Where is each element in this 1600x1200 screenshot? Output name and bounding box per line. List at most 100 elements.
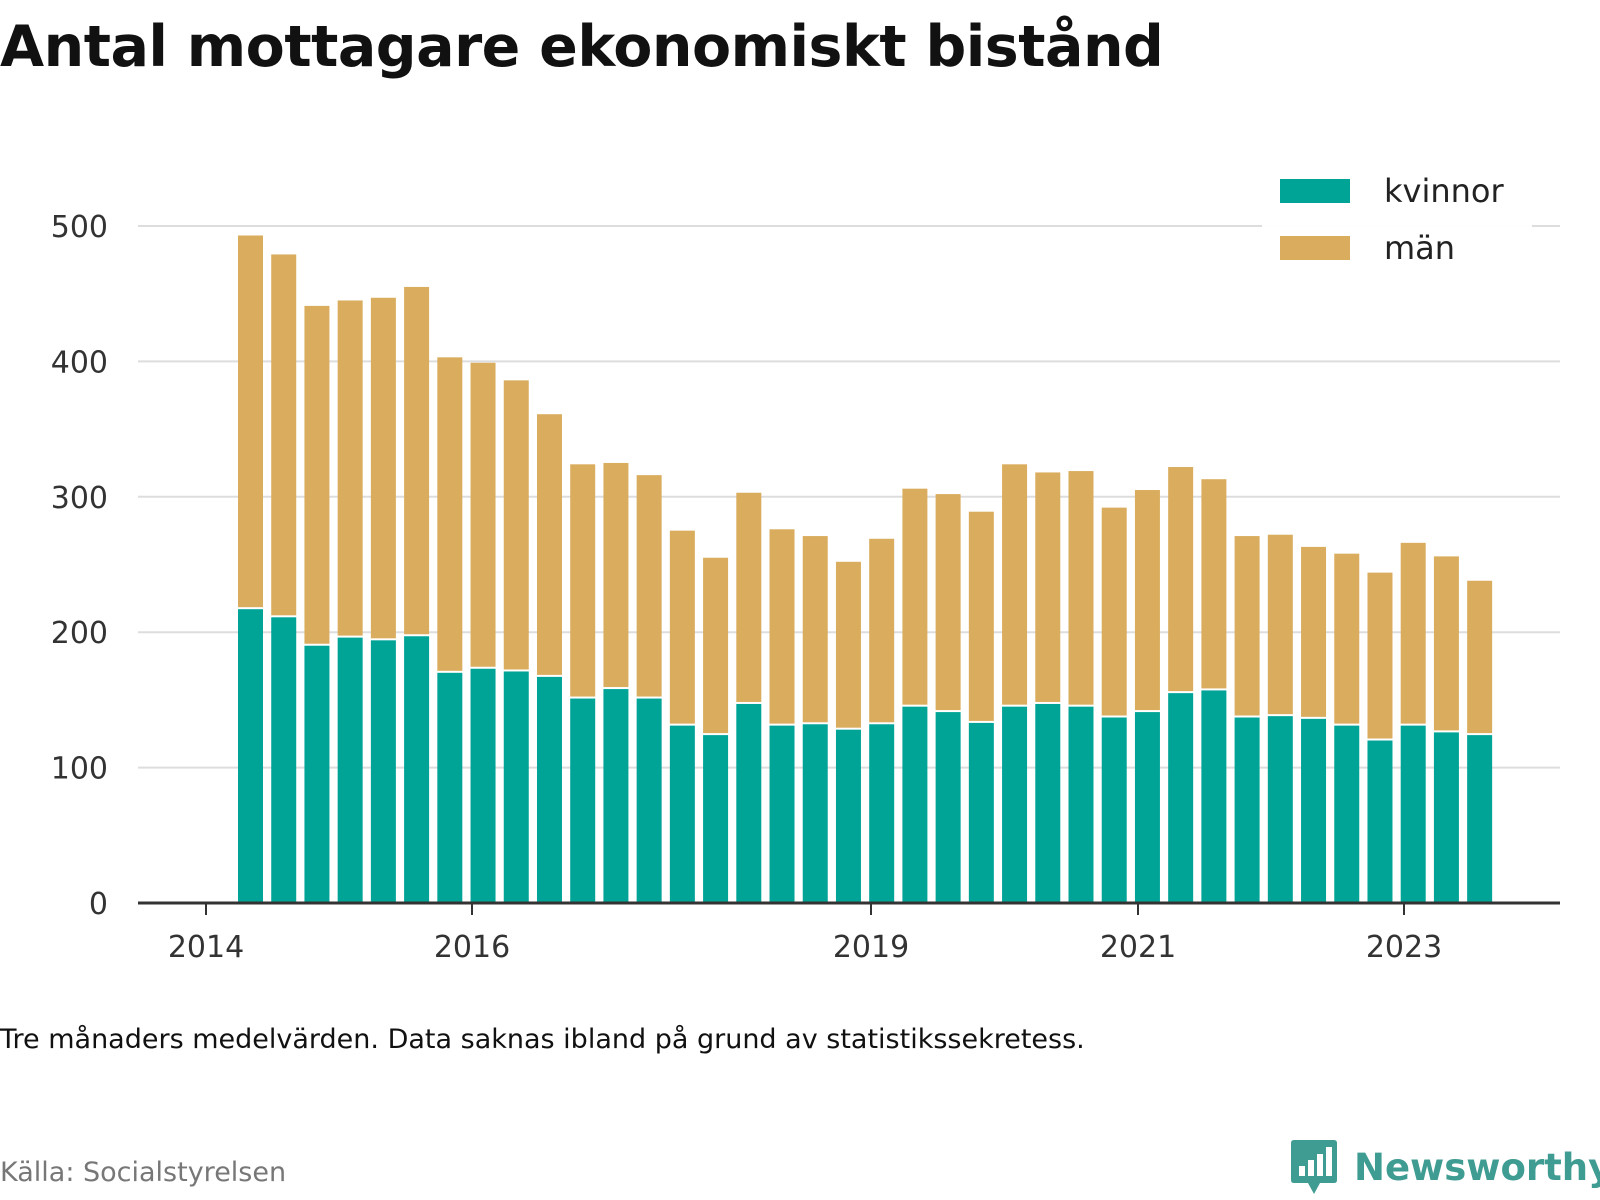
- bar-kvinnor: [503, 671, 529, 903]
- bar-kvinnor: [1101, 717, 1127, 903]
- bar-kvinnor: [437, 672, 463, 903]
- bar-man: [570, 464, 596, 697]
- bar-man: [1068, 471, 1094, 705]
- bar-kvinnor: [1134, 712, 1160, 903]
- y-tick-label: 500: [51, 210, 108, 245]
- bar-man: [404, 286, 430, 635]
- x-tick-label: 2014: [168, 930, 244, 965]
- legend-label: kvinnor: [1384, 172, 1505, 210]
- bar-kvinnor: [1467, 735, 1493, 903]
- bar-man: [437, 357, 463, 671]
- newsworthy-logo-icon: [1291, 1140, 1337, 1194]
- bar-man: [1035, 472, 1061, 702]
- bar-kvinnor: [603, 689, 629, 903]
- bar-man: [835, 561, 861, 728]
- bar-man: [935, 494, 961, 711]
- bar-man: [1201, 479, 1227, 689]
- bar-man: [271, 254, 297, 616]
- bar-kvinnor: [1400, 725, 1426, 903]
- bar-kvinnor: [636, 698, 662, 903]
- bar-kvinnor: [404, 636, 430, 903]
- bar-man: [736, 492, 762, 702]
- bar-kvinnor: [470, 668, 496, 903]
- x-tick-label: 2019: [833, 930, 909, 965]
- bar-man: [238, 235, 263, 608]
- bar-man: [703, 557, 729, 734]
- bar-man: [1134, 490, 1160, 711]
- bar-man: [1301, 546, 1327, 717]
- x-axis: 2014 2016 2019 2021 2023: [138, 901, 1560, 965]
- bar-kvinnor: [271, 617, 297, 903]
- bar-kvinnor: [304, 645, 330, 903]
- x-tick-label: 2021: [1100, 930, 1176, 965]
- bar-kvinnor: [802, 724, 828, 903]
- bar-man: [1267, 534, 1293, 715]
- bar-man: [1400, 542, 1426, 724]
- bar-man: [1234, 536, 1260, 716]
- bar-man: [869, 538, 895, 723]
- chart-title: Antal mottagare ekonomiskt bistånd: [0, 14, 1164, 80]
- bar-kvinnor: [1367, 740, 1393, 903]
- source-label: Källa: Socialstyrelsen: [0, 1157, 287, 1188]
- chart-note: Tre månaders medelvärden. Data saknas ib…: [0, 1024, 1085, 1055]
- bar-kvinnor: [1168, 693, 1194, 903]
- bars: [238, 235, 1493, 903]
- bar-man: [503, 380, 529, 670]
- bar-kvinnor: [1035, 703, 1061, 903]
- bar-man: [902, 488, 928, 705]
- y-tick-label: 100: [51, 752, 108, 787]
- legend: kvinnor män: [1262, 170, 1532, 282]
- y-tick-label: 400: [51, 345, 108, 380]
- bar-kvinnor: [1267, 716, 1293, 903]
- bar-man: [1334, 553, 1360, 724]
- bar-kvinnor: [238, 609, 263, 903]
- bar-man: [370, 297, 396, 639]
- y-tick-label: 300: [51, 481, 108, 516]
- bar-kvinnor: [1301, 718, 1327, 903]
- bar-kvinnor: [536, 676, 562, 903]
- bar-man: [304, 305, 330, 644]
- bar-kvinnor: [570, 698, 596, 903]
- bar-kvinnor: [835, 729, 861, 903]
- bar-kvinnor: [370, 640, 396, 903]
- bar-man: [536, 414, 562, 675]
- bar-kvinnor: [1201, 690, 1227, 903]
- x-tick-label: 2016: [434, 930, 510, 965]
- bar-man: [1467, 580, 1493, 734]
- bar-man: [802, 536, 828, 723]
- x-tick-label: 2023: [1366, 930, 1442, 965]
- bar-kvinnor: [1234, 717, 1260, 903]
- bar-kvinnor: [902, 706, 928, 903]
- y-axis-tick-labels: 0 100 200 300 400 500: [51, 210, 108, 922]
- bar-man: [636, 475, 662, 697]
- bar-kvinnor: [1334, 725, 1360, 903]
- bar-kvinnor: [769, 725, 795, 903]
- bar-man: [337, 300, 363, 636]
- legend-label: män: [1384, 229, 1455, 267]
- bar-man: [769, 529, 795, 724]
- bar-kvinnor: [669, 725, 695, 903]
- brand-logo: Newsworthy: [1290, 1138, 1600, 1196]
- legend-swatch: [1280, 236, 1350, 260]
- bar-man: [968, 511, 994, 721]
- bar-man: [1433, 556, 1459, 731]
- bar-kvinnor: [703, 735, 729, 903]
- y-tick-label: 200: [51, 616, 108, 651]
- bar-man: [669, 530, 695, 724]
- bar-kvinnor: [935, 712, 961, 903]
- bar-man: [603, 462, 629, 688]
- bar-man: [1367, 572, 1393, 739]
- bar-man: [1101, 507, 1127, 716]
- bar-kvinnor: [337, 637, 363, 903]
- y-tick-label: 0: [89, 887, 108, 922]
- legend-swatch: [1280, 179, 1350, 203]
- brand-name: Newsworthy: [1354, 1145, 1600, 1189]
- bar-kvinnor: [1433, 732, 1459, 903]
- bar-kvinnor: [1068, 706, 1094, 903]
- bar-kvinnor: [1002, 706, 1028, 903]
- bar-kvinnor: [736, 703, 762, 903]
- bar-kvinnor: [869, 724, 895, 903]
- bar-man: [1168, 467, 1194, 692]
- bar-kvinnor: [968, 722, 994, 903]
